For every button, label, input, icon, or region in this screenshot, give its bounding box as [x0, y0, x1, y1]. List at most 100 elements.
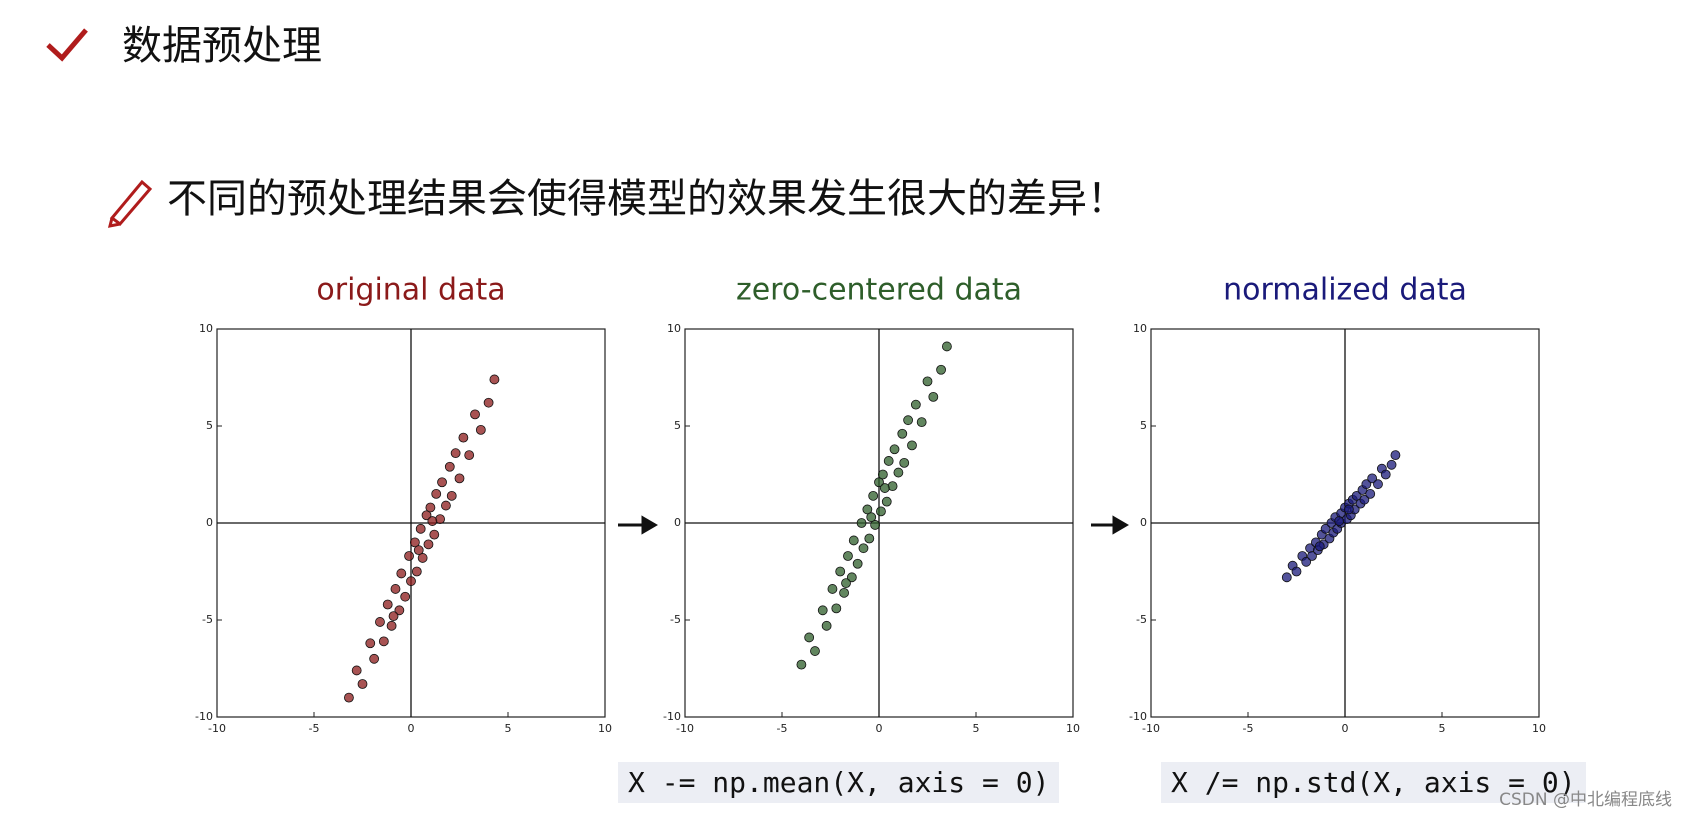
point [883, 456, 894, 466]
point [375, 617, 385, 627]
point [386, 620, 397, 631]
point [470, 409, 480, 420]
pencil-icon [107, 179, 153, 228]
point [907, 440, 917, 451]
point [835, 566, 846, 577]
point [899, 457, 910, 468]
point [881, 496, 892, 507]
point [839, 587, 849, 598]
point [382, 599, 393, 610]
point [483, 397, 494, 408]
x-tick-label: -10 [676, 722, 694, 735]
arrow-head [1112, 515, 1129, 535]
y-tick-label: -5 [202, 613, 213, 626]
point [409, 537, 420, 548]
x-tick-label: 10 [598, 722, 612, 735]
point [879, 483, 890, 493]
point [464, 450, 475, 461]
point [413, 545, 424, 556]
point [1291, 566, 1302, 577]
x-tick-label: 0 [1342, 722, 1349, 735]
point [450, 448, 461, 459]
point [1365, 488, 1376, 499]
point [922, 376, 933, 387]
y-tick-label: -5 [670, 613, 681, 626]
x-tick-label: 5 [505, 722, 512, 735]
slide-title: 数据预处理 [122, 23, 322, 69]
check-icon [46, 28, 88, 62]
point [1343, 504, 1354, 515]
point [441, 500, 451, 511]
point [1334, 516, 1345, 526]
point [365, 638, 376, 649]
point [1359, 494, 1370, 505]
x-tick-label: -10 [1142, 722, 1160, 735]
point [489, 374, 500, 385]
point [390, 584, 401, 594]
y-tick-label: -10 [1129, 710, 1147, 723]
point [831, 603, 842, 614]
point [876, 506, 886, 517]
y-tick-label: 10 [667, 322, 681, 335]
y-tick-label: 5 [674, 419, 681, 432]
point [1314, 541, 1325, 552]
y-tick-label: -10 [663, 710, 681, 723]
point [1281, 572, 1292, 583]
x-tick-label: -10 [208, 722, 226, 735]
y-tick-label: 0 [206, 516, 213, 529]
point [446, 490, 457, 501]
point [858, 543, 869, 554]
point [864, 533, 875, 544]
point [942, 341, 952, 352]
x-tick-label: 10 [1532, 722, 1546, 735]
point [1367, 473, 1378, 484]
point [1373, 479, 1383, 490]
point [1380, 469, 1391, 480]
y-tick-label: 10 [199, 322, 213, 335]
x-tick-label: 10 [1066, 722, 1080, 735]
x-tick-label: -5 [777, 722, 788, 735]
point [394, 605, 405, 616]
point [400, 591, 411, 602]
y-tick-label: -5 [1136, 613, 1147, 626]
point [804, 632, 815, 643]
point [454, 473, 465, 484]
point [431, 488, 442, 499]
point [369, 653, 380, 664]
arrows [618, 515, 1129, 535]
point [388, 611, 399, 622]
point [421, 510, 432, 521]
point [874, 477, 884, 488]
point [429, 529, 440, 540]
code-snippet: X -= np.mean(X, axis = 0) [618, 762, 1060, 803]
point [444, 461, 455, 472]
point [903, 415, 913, 426]
arrow-head [641, 515, 658, 535]
point [396, 568, 407, 579]
point [827, 584, 838, 594]
point [893, 467, 904, 478]
point [897, 428, 908, 439]
point [423, 539, 434, 550]
point [889, 444, 900, 455]
point [417, 553, 428, 563]
point [877, 469, 888, 480]
x-tick-label: 0 [876, 722, 883, 735]
point [1361, 479, 1372, 490]
chart-title: normalized data [1223, 273, 1467, 308]
point [846, 572, 857, 583]
point [868, 490, 879, 501]
point [378, 636, 389, 647]
x-tick-label: 0 [408, 722, 415, 735]
y-tick-label: 0 [1140, 516, 1147, 529]
point [856, 518, 867, 528]
point [821, 620, 832, 631]
point [458, 432, 469, 443]
code-snippet: X /= np.std(X, axis = 0) [1161, 762, 1586, 803]
point [425, 502, 436, 513]
point [928, 391, 939, 402]
point [848, 535, 859, 546]
point [1390, 450, 1401, 461]
watermark: CSDN @中北编程底线 [1499, 790, 1672, 810]
